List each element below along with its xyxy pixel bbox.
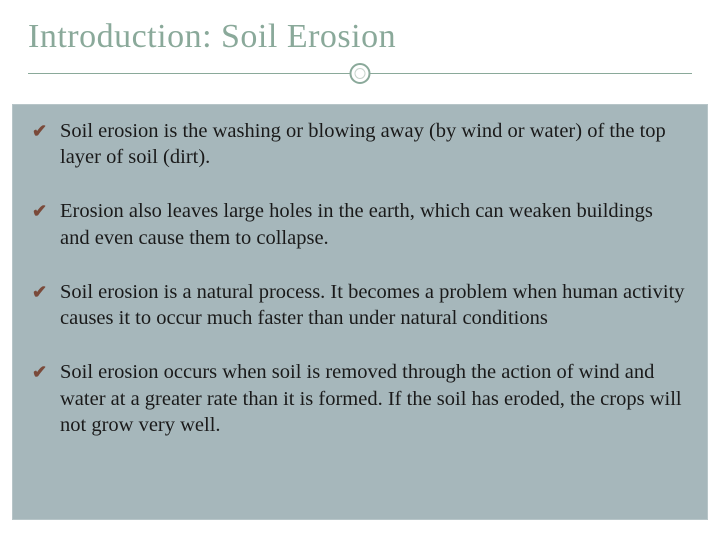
slide-title: Introduction: Soil Erosion — [28, 18, 692, 56]
bullet-list: ✔ Soil erosion is the washing or blowing… — [26, 118, 686, 438]
bullet-text: Soil erosion is the washing or blowing a… — [60, 120, 666, 168]
check-icon: ✔ — [32, 361, 47, 384]
slide: Introduction: Soil Erosion ✔ Soil erosio… — [0, 0, 720, 540]
list-item: ✔ Soil erosion is a natural process. It … — [26, 279, 686, 331]
check-icon: ✔ — [32, 120, 47, 143]
list-item: ✔ Soil erosion occurs when soil is remov… — [26, 359, 686, 438]
bullet-text: Erosion also leaves large holes in the e… — [60, 200, 653, 248]
title-area: Introduction: Soil Erosion — [0, 0, 720, 94]
bullet-text: Soil erosion is a natural process. It be… — [60, 281, 685, 329]
list-item: ✔ Erosion also leaves large holes in the… — [26, 198, 686, 250]
check-icon: ✔ — [32, 281, 47, 304]
check-icon: ✔ — [32, 200, 47, 223]
divider-circle-icon — [350, 63, 371, 84]
content-box: ✔ Soil erosion is the washing or blowing… — [12, 104, 708, 520]
list-item: ✔ Soil erosion is the washing or blowing… — [26, 118, 686, 170]
title-divider — [28, 60, 692, 88]
bullet-text: Soil erosion occurs when soil is removed… — [60, 361, 682, 435]
